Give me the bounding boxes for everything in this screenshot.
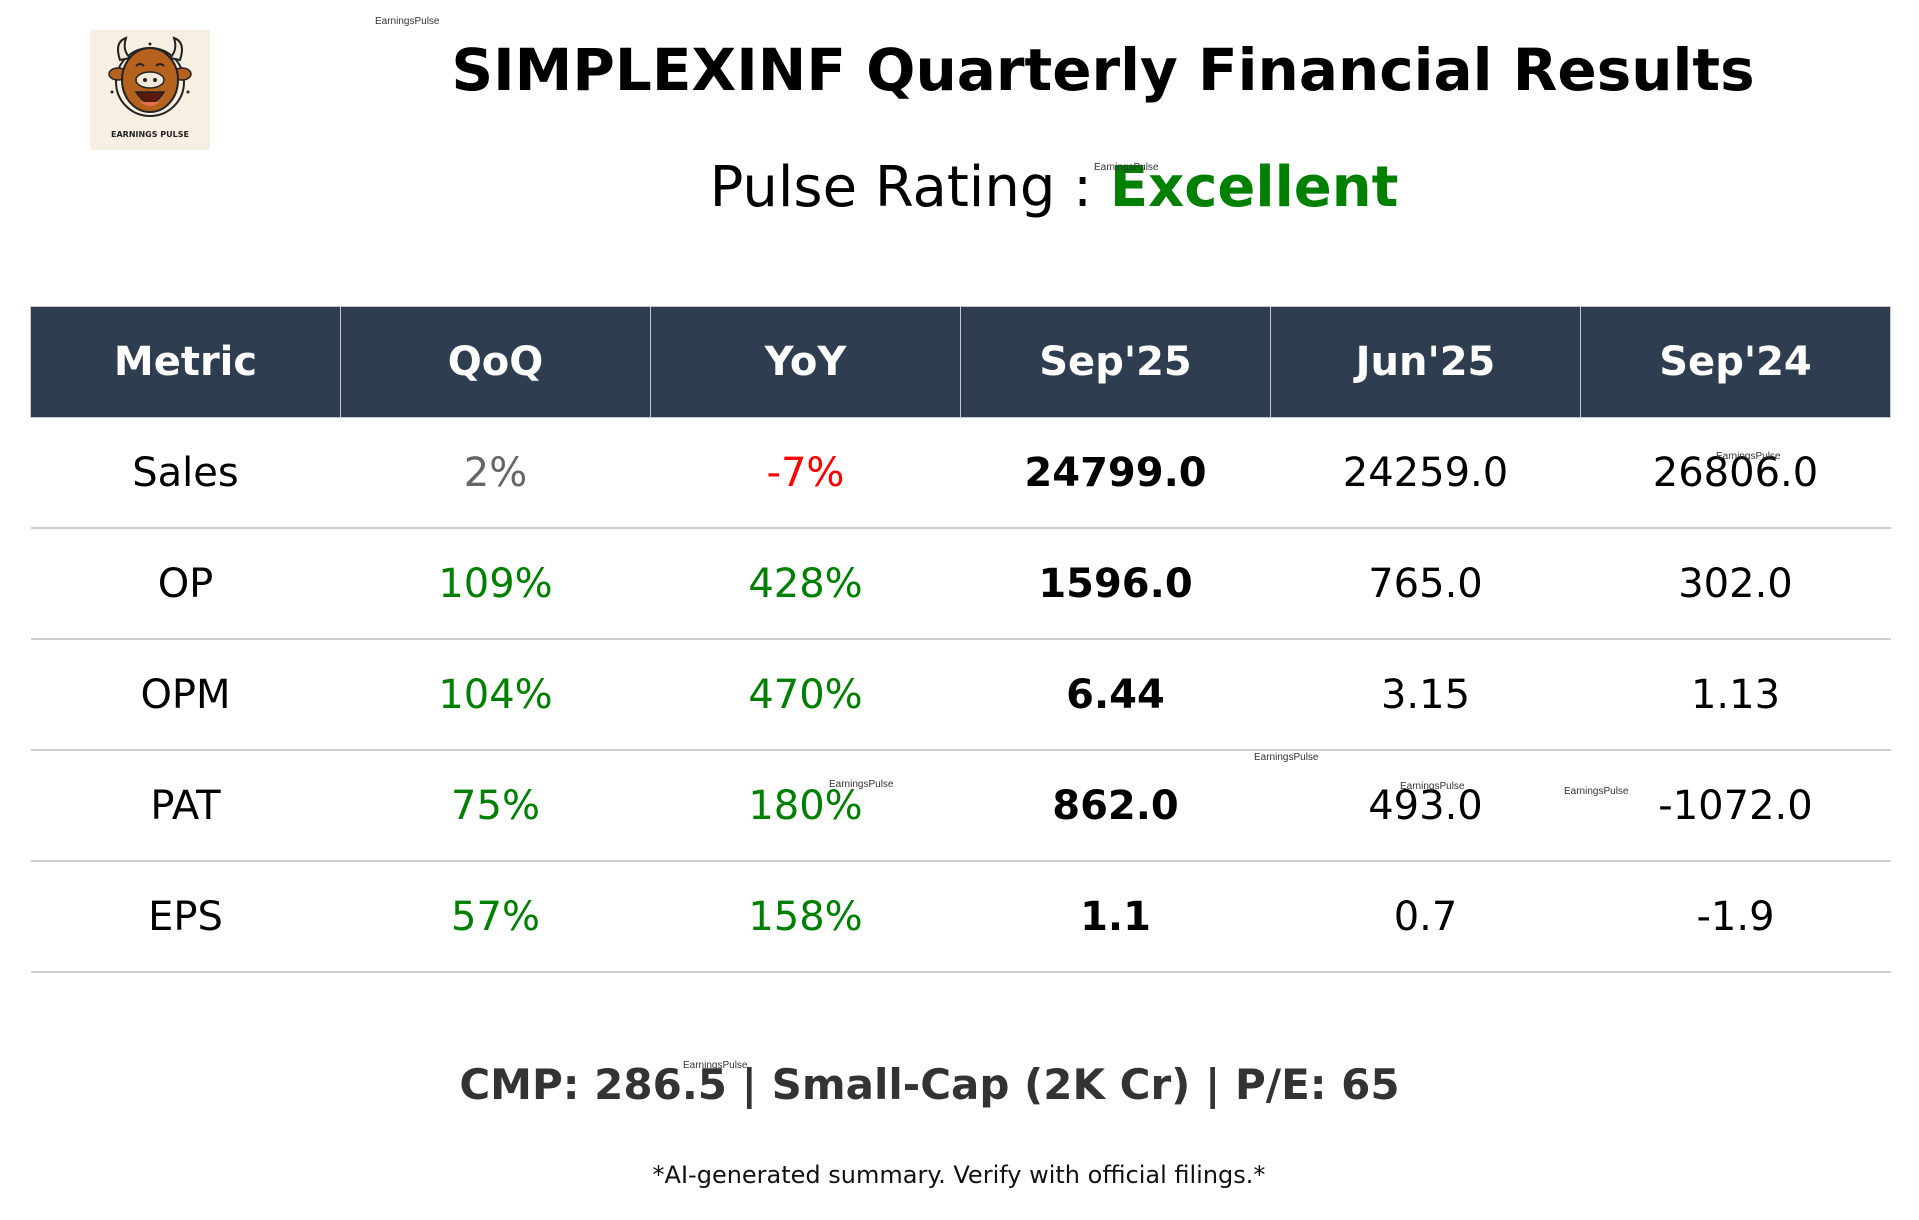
- qoq-change: 57%: [340, 861, 651, 973]
- page-title: SIMPLEXINF Quarterly Financial Results: [451, 36, 1755, 104]
- table-row: Sales 2% -7% 24799.0 24259.0 26806.0: [30, 417, 1891, 529]
- metric-name: OP: [30, 528, 341, 640]
- watermark-text: EarningsPulse: [829, 779, 894, 790]
- metric-name: Sales: [30, 417, 341, 529]
- metric-name: OPM: [30, 639, 341, 751]
- yoy-change: -7%: [650, 417, 961, 529]
- watermark-text: EarningsPulse: [1094, 162, 1159, 173]
- yoy-change: 158%: [650, 861, 961, 973]
- table-row: OPM 104% 470% 6.44 3.15 1.13: [30, 639, 1891, 751]
- previous-quarter-value: 0.7: [1270, 861, 1581, 973]
- column-header-metric: Metric: [30, 306, 341, 418]
- column-header-sep25: Sep'25: [960, 306, 1271, 418]
- column-header-sep24: Sep'24: [1580, 306, 1891, 418]
- year-ago-value: 1.13: [1580, 639, 1891, 751]
- pulse-rating-label: Pulse Rating :: [709, 155, 1110, 220]
- svg-text:EARNINGS PULSE: EARNINGS PULSE: [111, 130, 189, 139]
- year-ago-value: 26806.0: [1580, 417, 1891, 529]
- yoy-change: 470%: [650, 639, 961, 751]
- table-header-row: Metric QoQ YoY Sep'25 Jun'25 Sep'24: [30, 306, 1891, 418]
- watermark-text: EarningsPulse: [1400, 781, 1465, 792]
- current-quarter-value: 1.1: [960, 861, 1271, 973]
- column-header-jun25: Jun'25: [1270, 306, 1581, 418]
- market-info: CMP: 286.5 | Small-Cap (2K Cr) | P/E: 65: [459, 1060, 1400, 1109]
- previous-quarter-value: 3.15: [1270, 639, 1581, 751]
- watermark-text: EarningsPulse: [1564, 786, 1629, 797]
- pulse-rating-value: Excellent: [1109, 155, 1399, 220]
- financial-results-table: Metric QoQ YoY Sep'25 Jun'25 Sep'24 Sale…: [30, 306, 1891, 973]
- column-header-yoy: YoY: [650, 306, 961, 418]
- qoq-change: 2%: [340, 417, 651, 529]
- earnings-pulse-logo: EARNINGS PULSE: [90, 30, 210, 150]
- table-row: EPS 57% 158% 1.1 0.7 -1.9: [30, 861, 1891, 973]
- table-row: OP 109% 428% 1596.0 765.0 302.0: [30, 528, 1891, 640]
- metric-name: PAT: [30, 750, 341, 862]
- previous-quarter-value: 24259.0: [1270, 417, 1581, 529]
- current-quarter-value: 24799.0: [960, 417, 1271, 529]
- qoq-change: 75%: [340, 750, 651, 862]
- year-ago-value: -1072.0: [1580, 750, 1891, 862]
- previous-quarter-value: 765.0: [1270, 528, 1581, 640]
- year-ago-value: -1.9: [1580, 861, 1891, 973]
- current-quarter-value: 1596.0: [960, 528, 1271, 640]
- current-quarter-value: 6.44: [960, 639, 1271, 751]
- year-ago-value: 302.0: [1580, 528, 1891, 640]
- watermark-text: EarningsPulse: [683, 1060, 748, 1071]
- previous-quarter-value: 493.0: [1270, 750, 1581, 862]
- yoy-change: 428%: [650, 528, 961, 640]
- pulse-rating: Pulse Rating : Excellent: [0, 155, 1919, 221]
- watermark-text: EarningsPulse: [1716, 451, 1781, 462]
- yoy-change: 180%: [650, 750, 961, 862]
- watermark-text: EarningsPulse: [375, 16, 440, 27]
- metric-name: EPS: [30, 861, 341, 973]
- disclaimer: *AI-generated summary. Verify with offic…: [652, 1161, 1266, 1189]
- column-header-qoq: QoQ: [340, 306, 651, 418]
- table-row: PAT 75% 180% 862.0 493.0 -1072.0: [30, 750, 1891, 862]
- watermark-text: EarningsPulse: [1254, 752, 1319, 763]
- bull-mascot-icon: EARNINGS PULSE: [90, 30, 210, 150]
- current-quarter-value: 862.0: [960, 750, 1271, 862]
- qoq-change: 104%: [340, 639, 651, 751]
- qoq-change: 109%: [340, 528, 651, 640]
